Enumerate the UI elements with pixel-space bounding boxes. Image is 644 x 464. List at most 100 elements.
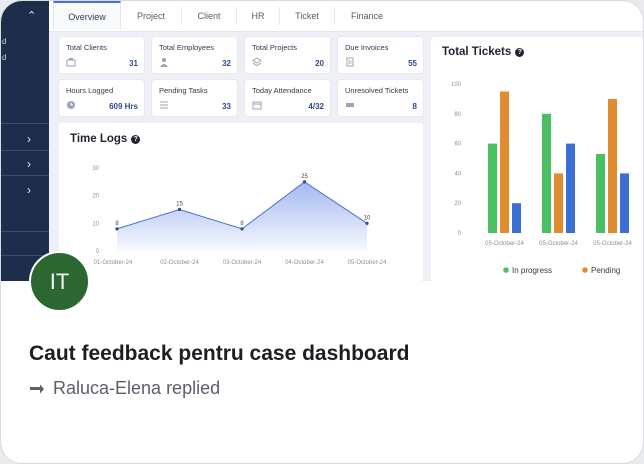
tab-client[interactable]: Client <box>197 11 221 21</box>
x-tick-label: 05-October-24 <box>539 241 578 247</box>
data-point <box>115 227 119 231</box>
ticket-icon <box>346 103 354 107</box>
sidebar-label-fragment: d <box>2 37 7 46</box>
tab-ticket[interactable]: Ticket <box>295 11 319 21</box>
clock-icon <box>67 101 75 109</box>
y-tick-label: 10 <box>92 221 99 227</box>
legend-marker <box>503 267 509 273</box>
building-icon <box>66 58 76 67</box>
data-label: 8 <box>240 221 244 227</box>
sidebar-divider <box>1 150 49 151</box>
layers-icon <box>252 57 262 67</box>
sidebar-label-fragment: d <box>2 53 7 62</box>
bar <box>554 173 563 233</box>
y-tick-label: 0 <box>458 231 462 237</box>
avatar[interactable]: IT <box>29 251 90 312</box>
data-label: 25 <box>301 174 308 180</box>
stat-card-total-projects[interactable]: Total Projects 20 <box>245 37 330 73</box>
data-label: 10 <box>364 215 371 221</box>
stat-card-due-invoices[interactable]: Due Invoices 55 <box>338 37 423 73</box>
bar <box>512 203 521 233</box>
tab-divider <box>279 7 280 25</box>
bar <box>596 154 605 233</box>
y-tick-label: 60 <box>454 142 461 148</box>
y-tick-label: 20 <box>454 201 461 207</box>
sidebar-divider <box>1 255 49 256</box>
x-tick-label: 05-October-24 <box>593 241 632 247</box>
time-logs-title: Time Logs? <box>70 133 141 145</box>
sidebar-divider <box>1 123 49 124</box>
tab-overview[interactable]: Overview <box>53 1 121 29</box>
stat-card-today-attendance[interactable]: Today Attendance 4/32 <box>245 80 330 116</box>
tab-project[interactable]: Project <box>136 11 165 21</box>
legend-label: Pending <box>591 266 620 275</box>
chevron-right-icon[interactable]: › <box>27 157 31 171</box>
x-tick-label: 05-October-24 <box>348 260 387 266</box>
y-tick-label: 100 <box>451 82 462 88</box>
x-tick-label: 01-October-24 <box>94 260 133 266</box>
chevron-right-icon[interactable]: › <box>27 132 31 146</box>
data-point <box>177 207 182 212</box>
data-point <box>240 227 244 231</box>
stat-value: 8 <box>412 102 417 111</box>
stat-value: 20 <box>315 59 324 68</box>
document-icon <box>346 57 354 67</box>
y-tick-label: 30 <box>92 166 99 172</box>
time-logs-panel: Time Logs? 0 10 20 30 8 01-October-24 15 02-Oct… <box>59 123 423 281</box>
stat-card-hours-logged[interactable]: Hours Logged 609 Hrs <box>59 80 144 116</box>
tab-hr[interactable]: HR <box>251 11 265 21</box>
y-tick-label: 20 <box>92 194 99 200</box>
bar <box>500 91 509 233</box>
stat-card-pending-tasks[interactable]: Pending Tasks 33 <box>152 80 237 116</box>
stat-value: 4/32 <box>308 102 324 111</box>
data-point <box>302 180 307 184</box>
stat-value: 33 <box>222 102 231 111</box>
tab-finance[interactable]: Finance <box>350 11 384 21</box>
stat-card-total-clients[interactable]: Total Clients 31 <box>59 37 144 73</box>
help-icon[interactable]: ? <box>131 135 141 144</box>
bar <box>620 173 629 233</box>
x-tick-label: 05-October-24 <box>485 241 524 247</box>
sidebar: ⌃ d d › › › <box>1 1 49 281</box>
x-tick-label: 02-October-24 <box>160 260 199 266</box>
help-icon[interactable]: ? <box>515 48 525 57</box>
stat-label: Total Employees <box>159 43 215 52</box>
tab-bar: Overview Project Client HR Ticket Financ… <box>49 1 643 32</box>
time-logs-chart: 0 10 20 30 8 01-October-24 15 02-October-24 8 03-… <box>92 166 387 266</box>
reply-text: Raluca-Elena replied <box>53 378 221 398</box>
bar <box>488 143 497 233</box>
stat-label: Pending Tasks <box>159 86 208 95</box>
stat-card-unresolved-tickets[interactable]: Unresolved Tickets 8 <box>338 80 423 116</box>
stat-card-total-employees[interactable]: Total Employees 32 <box>152 37 237 73</box>
tab-divider <box>181 7 182 25</box>
reply-line: Raluca-Elena replied <box>29 378 220 399</box>
area-fill <box>117 181 367 251</box>
bar <box>608 98 617 234</box>
data-label: 8 <box>115 221 119 227</box>
stat-value: 55 <box>408 59 417 68</box>
stat-label: Total Clients <box>66 43 107 52</box>
person-icon <box>160 58 168 67</box>
chevron-right-icon[interactable]: › <box>27 183 31 197</box>
bar <box>542 113 551 233</box>
stat-value: 32 <box>222 59 231 68</box>
total-tickets-chart: 0 20 40 60 80 100 05-October-24 05-October-24 05… <box>451 82 633 275</box>
calendar-icon <box>252 101 262 110</box>
sidebar-divider <box>1 175 49 176</box>
bar <box>566 143 575 233</box>
y-tick-label: 40 <box>454 171 461 177</box>
tab-divider <box>334 7 335 25</box>
stat-label: Total Projects <box>252 43 298 52</box>
data-point <box>365 221 369 225</box>
stat-label: Hours Logged <box>66 86 114 95</box>
stat-label: Unresolved Tickets <box>345 86 409 95</box>
list-icon <box>160 101 168 109</box>
x-tick-label: 04-October-24 <box>285 260 324 266</box>
data-label: 15 <box>176 202 183 208</box>
y-tick-label: 80 <box>454 112 461 118</box>
y-tick-label: 0 <box>96 249 100 255</box>
post-title[interactable]: Caut feedback pentru case dashboard <box>29 342 410 365</box>
chevron-up-icon[interactable]: ⌃ <box>27 10 37 22</box>
sidebar-divider <box>1 231 49 232</box>
